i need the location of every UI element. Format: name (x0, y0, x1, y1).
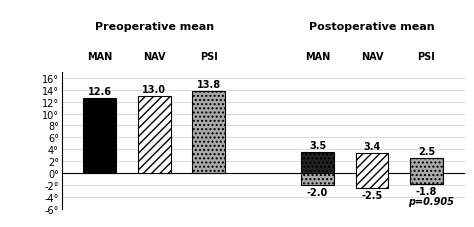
Bar (83, 99, 116, 173)
Bar (192, 91, 225, 173)
Text: NAV: NAV (143, 51, 165, 61)
Text: -2.0: -2.0 (307, 187, 328, 197)
Text: PSI: PSI (418, 51, 435, 61)
Text: NAV: NAV (361, 51, 383, 61)
Text: 13.8: 13.8 (197, 80, 221, 90)
Text: 2.5: 2.5 (418, 147, 435, 157)
Text: 3.4: 3.4 (364, 141, 381, 151)
Text: Postoperative mean: Postoperative mean (309, 22, 435, 32)
Text: Preoperative mean: Preoperative mean (95, 22, 214, 32)
Text: -1.8: -1.8 (416, 186, 437, 196)
Text: 3.5: 3.5 (309, 141, 326, 151)
Text: MAN: MAN (305, 51, 330, 61)
Bar (138, 96, 171, 173)
Bar (410, 158, 443, 184)
Text: 12.6: 12.6 (88, 87, 112, 97)
Text: 13.0: 13.0 (142, 85, 166, 95)
Bar (301, 153, 334, 173)
Text: PSI: PSI (200, 51, 218, 61)
Bar (356, 153, 388, 188)
Text: MAN: MAN (87, 51, 112, 61)
Bar (301, 173, 334, 185)
Text: p=0.905: p=0.905 (408, 196, 454, 206)
Text: -2.5: -2.5 (361, 190, 383, 200)
